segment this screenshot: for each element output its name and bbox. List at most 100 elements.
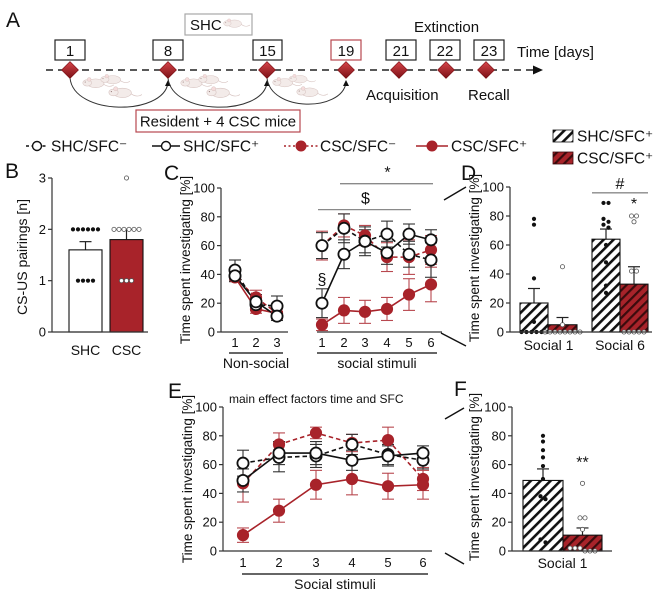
data-point [601,216,606,221]
significance-marker: $ [361,191,370,208]
data-point [629,268,635,274]
data-point [380,227,394,241]
data-point [606,200,611,206]
data-point [358,305,372,318]
x-tick-label: 2 [252,335,259,350]
day-box: 1 [54,39,86,61]
time-axis-arrowhead [533,65,543,75]
data-point [631,219,637,225]
data-point [424,278,438,291]
data-point [121,226,127,232]
data-point [358,234,372,248]
data-point [540,448,546,453]
significance-marker: * [631,196,637,213]
data-point [402,288,416,301]
data-point [381,449,395,463]
x-group-label: Social stimuli [294,576,376,592]
data-point [603,260,609,265]
day-box-frame [429,39,461,61]
day-box-frame [54,39,86,61]
phase-recall: Recall [468,87,510,104]
data-point [402,227,416,241]
y-tick-label: 100 [193,181,215,196]
x-tick-label: 3 [312,555,319,570]
data-point [119,278,125,284]
data-point [131,226,137,232]
x-group-label: social stimuli [337,355,416,371]
legend-item: SHC/SFC⁻ [26,139,127,156]
data-point [606,225,611,230]
time-axis-label: Time [days] [517,44,594,61]
x-tick-label: 1 [318,335,325,350]
category-label: SHC [71,342,101,358]
x-tick-label: 1 [231,335,238,350]
y-tick-label: 40 [201,267,215,282]
legend-label: CSC/SFC⁺ [577,151,653,168]
data-point [634,268,640,274]
x-tick-label: 3 [273,335,280,350]
x-tick-label: 2 [340,335,347,350]
data-point [540,433,546,438]
data-point [603,290,609,295]
data-point [380,246,394,260]
y-tick-label: 3 [39,171,46,186]
day-label: 23 [481,43,498,60]
transfer-arc [69,77,169,108]
legend-item: SHC/SFC⁺ [152,139,259,156]
data-point [531,276,537,281]
data-point [540,455,546,460]
data-point [634,213,640,219]
day-label: 15 [259,43,276,60]
data-point [345,437,359,451]
data-point [531,319,537,324]
data-point [90,227,96,232]
data-point [345,453,359,467]
data-point [75,278,81,283]
panel-label-e: E [168,380,182,403]
y-tick-label: 20 [492,515,506,530]
data-point [381,434,395,447]
phase-acquisition: Acquisition [366,87,439,104]
legend-item: CSC/SFC⁻ [284,139,396,156]
day-box-frame [330,39,362,61]
y-axis-title: Time spent investigating [%] [180,395,195,563]
phase-extinction: Extinction [414,19,479,36]
legend-filled-circle-icon [295,140,307,152]
panel-b-bar-chart: 0 1 2 3 CS-US pairings [n] SHC CSC [14,171,148,358]
day-box: 15 [252,39,283,61]
bar [619,283,649,333]
data-point [111,226,117,232]
day-box-frame [252,39,283,61]
day-label: 8 [164,43,172,60]
y-tick-label: 40 [203,486,217,501]
arc-arrowhead [343,80,349,86]
y-tick-label: 80 [203,428,217,443]
x-tick-label: 4 [348,555,355,570]
y-tick-label: 60 [201,238,215,253]
legend-label: SHC/SFC⁻ [51,139,127,156]
significance-marker: ** [576,454,588,471]
x-tick-label: 3 [361,335,368,350]
data-point [603,283,609,288]
data-point [540,463,546,469]
day-label: 19 [338,43,355,60]
legend-hatched-red-swatch [552,151,574,165]
y-tick-label: 0 [210,544,217,559]
data-point [416,446,430,460]
y-tick-label: 60 [490,238,504,253]
data-point [95,227,101,232]
y-tick-label: 20 [203,515,217,530]
data-point [531,222,537,227]
legend-label: CSC/SFC⁺ [451,139,527,156]
day-label: 22 [437,43,454,60]
x-tick-label: 5 [405,335,412,350]
data-point [315,296,329,310]
significance-marker: § [318,271,327,288]
data-point [270,309,284,323]
data-point [601,200,606,206]
panel-label-a: A [6,9,20,32]
timepoint-marker [477,61,495,79]
